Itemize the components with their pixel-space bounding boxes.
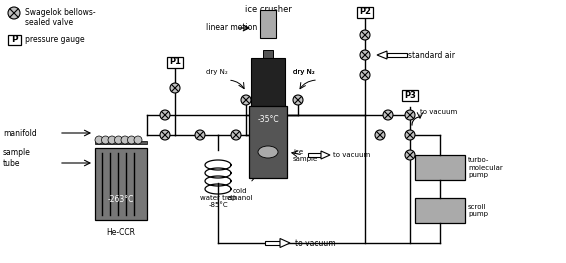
Text: P3: P3 bbox=[404, 90, 416, 99]
FancyBboxPatch shape bbox=[249, 106, 287, 178]
Text: Swagelok bellows-
sealed valve: Swagelok bellows- sealed valve bbox=[25, 8, 96, 27]
Circle shape bbox=[121, 136, 129, 144]
FancyBboxPatch shape bbox=[8, 35, 21, 45]
Text: -35°C: -35°C bbox=[257, 115, 279, 124]
Circle shape bbox=[127, 136, 135, 144]
Text: ice
sample: ice sample bbox=[293, 149, 318, 161]
Text: cold
ethanol: cold ethanol bbox=[227, 188, 253, 201]
Circle shape bbox=[170, 83, 180, 93]
Circle shape bbox=[375, 130, 385, 140]
Text: turbo-
molecular
pump: turbo- molecular pump bbox=[468, 158, 503, 178]
Circle shape bbox=[383, 110, 393, 120]
Circle shape bbox=[8, 7, 20, 19]
FancyBboxPatch shape bbox=[265, 241, 280, 245]
Circle shape bbox=[231, 130, 241, 140]
FancyBboxPatch shape bbox=[95, 148, 147, 220]
Text: pressure gauge: pressure gauge bbox=[25, 36, 85, 44]
FancyBboxPatch shape bbox=[415, 155, 465, 180]
Text: scroll
pump: scroll pump bbox=[468, 204, 488, 217]
Polygon shape bbox=[377, 51, 387, 59]
Text: dry N₂: dry N₂ bbox=[293, 69, 315, 75]
Text: water trap
-85°C: water trap -85°C bbox=[200, 195, 236, 208]
Text: linear motion: linear motion bbox=[206, 23, 258, 33]
Text: ice crusher: ice crusher bbox=[245, 5, 291, 14]
FancyBboxPatch shape bbox=[260, 10, 276, 38]
Text: -263°C: -263°C bbox=[108, 195, 134, 205]
FancyBboxPatch shape bbox=[167, 57, 183, 68]
Circle shape bbox=[405, 150, 415, 160]
Text: sample
tube: sample tube bbox=[3, 148, 31, 168]
Ellipse shape bbox=[258, 146, 278, 158]
Polygon shape bbox=[321, 151, 330, 159]
Circle shape bbox=[405, 110, 415, 120]
Text: P2: P2 bbox=[359, 8, 371, 17]
Circle shape bbox=[108, 136, 116, 144]
Circle shape bbox=[101, 136, 109, 144]
FancyBboxPatch shape bbox=[402, 89, 418, 100]
Text: dry N₂: dry N₂ bbox=[206, 69, 228, 75]
FancyBboxPatch shape bbox=[251, 58, 285, 108]
Circle shape bbox=[114, 136, 122, 144]
Text: dry N₂: dry N₂ bbox=[293, 69, 315, 75]
Circle shape bbox=[195, 130, 205, 140]
Circle shape bbox=[160, 130, 170, 140]
Circle shape bbox=[293, 95, 303, 105]
Text: to vacuum: to vacuum bbox=[420, 109, 457, 115]
Text: standard air: standard air bbox=[408, 50, 455, 59]
Circle shape bbox=[95, 136, 103, 144]
FancyBboxPatch shape bbox=[357, 7, 373, 18]
Text: manifold: manifold bbox=[3, 129, 37, 138]
FancyBboxPatch shape bbox=[263, 50, 273, 58]
FancyBboxPatch shape bbox=[95, 141, 147, 144]
Text: to vacuum: to vacuum bbox=[333, 152, 370, 158]
Circle shape bbox=[360, 50, 370, 60]
FancyBboxPatch shape bbox=[415, 198, 465, 223]
FancyBboxPatch shape bbox=[387, 53, 407, 57]
Circle shape bbox=[360, 30, 370, 40]
Circle shape bbox=[134, 136, 142, 144]
Text: to vacuum: to vacuum bbox=[295, 239, 336, 247]
Circle shape bbox=[405, 130, 415, 140]
Text: P1: P1 bbox=[169, 58, 181, 67]
Circle shape bbox=[160, 110, 170, 120]
Polygon shape bbox=[280, 239, 290, 247]
Text: P: P bbox=[11, 36, 18, 44]
FancyBboxPatch shape bbox=[308, 153, 321, 157]
Circle shape bbox=[241, 95, 251, 105]
Text: He-CCR: He-CCR bbox=[106, 228, 135, 237]
Circle shape bbox=[360, 70, 370, 80]
